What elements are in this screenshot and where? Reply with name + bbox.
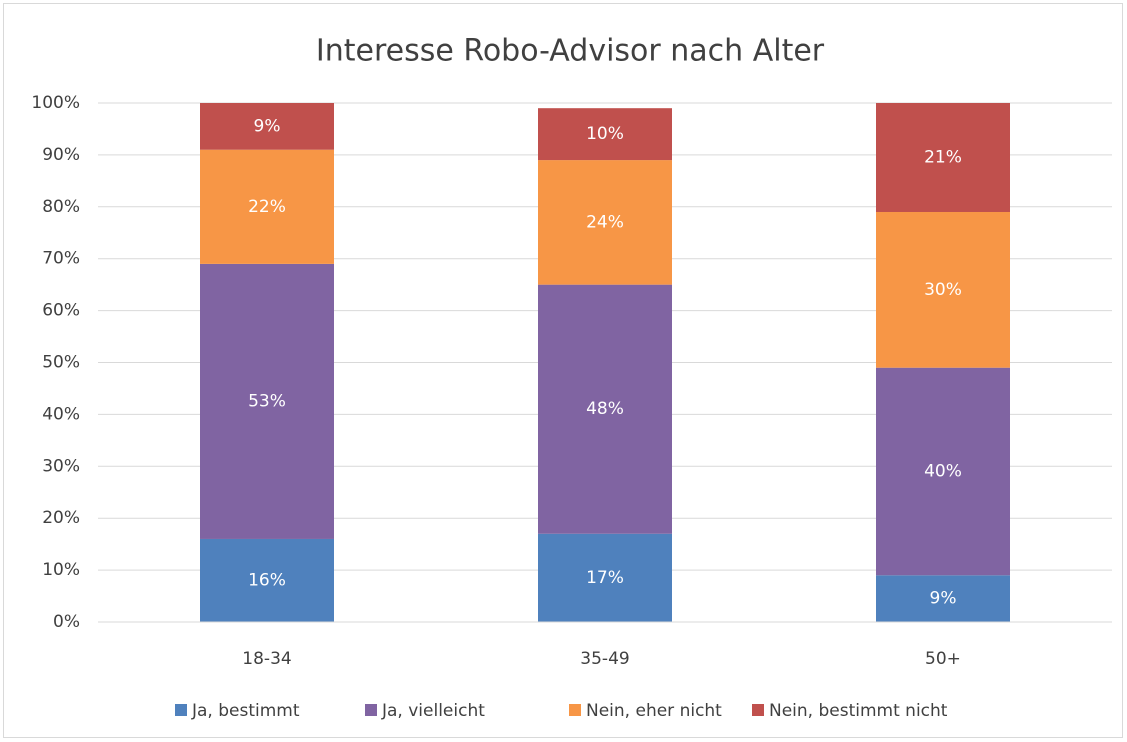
y-tick-label: 30%: [42, 456, 80, 476]
bar-segment: [200, 103, 334, 150]
value-label: 21%: [924, 147, 962, 167]
bar-segment: [876, 103, 1010, 212]
legend-label: Nein, eher nicht: [586, 701, 722, 721]
x-tick-label: 18-34: [242, 649, 291, 669]
y-tick-label: 100%: [31, 93, 80, 113]
y-tick-label: 60%: [42, 301, 80, 321]
y-tick-label: 90%: [42, 145, 80, 165]
value-label: 9%: [930, 589, 957, 609]
x-tick-label: 35-49: [580, 649, 629, 669]
chart-title: Interesse Robo-Advisor nach Alter: [316, 34, 825, 69]
value-label: 16%: [248, 570, 286, 590]
bar-segment: [538, 284, 672, 534]
y-tick-label: 40%: [42, 404, 80, 424]
value-label: 30%: [924, 280, 962, 300]
y-tick-label: 0%: [53, 612, 80, 632]
bar-segment: [876, 367, 1010, 576]
value-label: 40%: [924, 461, 962, 481]
bar-segment: [200, 149, 334, 264]
value-label: 24%: [586, 212, 624, 232]
value-label: 17%: [586, 568, 624, 588]
value-label: 9%: [254, 116, 281, 136]
bar-segment: [200, 538, 334, 622]
bar-segment: [538, 533, 672, 622]
value-label: 48%: [586, 399, 624, 419]
y-tick-label: 20%: [42, 508, 80, 528]
value-label: 10%: [586, 124, 624, 144]
y-tick-label: 80%: [42, 197, 80, 217]
y-tick-label: 70%: [42, 249, 80, 269]
y-tick-label: 50%: [42, 353, 80, 373]
legend-swatch: [175, 704, 187, 716]
legend-swatch: [752, 704, 764, 716]
legend-label: Ja, vielleicht: [381, 701, 485, 721]
legend-swatch: [569, 704, 581, 716]
bar-segment: [538, 160, 672, 285]
y-tick-label: 10%: [42, 560, 80, 580]
value-label: 22%: [248, 197, 286, 217]
x-tick-label: 50+: [925, 649, 961, 669]
value-label: 53%: [248, 391, 286, 411]
bar-segment: [200, 263, 334, 539]
bar-segment: [876, 211, 1010, 368]
bar-segment: [538, 108, 672, 161]
legend-label: Ja, bestimmt: [191, 701, 300, 721]
legend-swatch: [365, 704, 377, 716]
legend-label: Nein, bestimmt nicht: [769, 701, 948, 721]
bar-segment: [876, 575, 1010, 622]
